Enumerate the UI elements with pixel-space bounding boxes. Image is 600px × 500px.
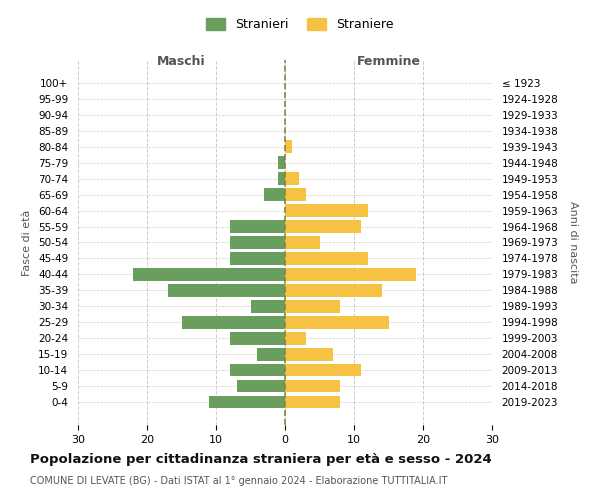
Bar [285, 332, 306, 344]
Bar [278, 172, 285, 185]
Bar [285, 220, 361, 233]
Bar [230, 332, 285, 344]
Bar [230, 220, 285, 233]
Bar [285, 236, 320, 248]
Bar [285, 364, 361, 376]
Text: Popolazione per cittadinanza straniera per età e sesso - 2024: Popolazione per cittadinanza straniera p… [30, 452, 492, 466]
Bar [285, 300, 340, 312]
Text: COMUNE DI LEVATE (BG) - Dati ISTAT al 1° gennaio 2024 - Elaborazione TUTTITALIA.: COMUNE DI LEVATE (BG) - Dati ISTAT al 1°… [30, 476, 448, 486]
Text: Femmine: Femmine [356, 56, 421, 68]
Bar [278, 156, 285, 169]
Bar [257, 348, 285, 360]
Bar [237, 380, 285, 392]
Bar [285, 284, 382, 296]
Bar [285, 188, 306, 201]
Bar [182, 316, 285, 328]
Bar [251, 300, 285, 312]
Bar [285, 252, 368, 264]
Bar [133, 268, 285, 280]
Bar [285, 396, 340, 408]
Bar [265, 188, 285, 201]
Y-axis label: Fasce di età: Fasce di età [22, 210, 32, 276]
Bar [285, 172, 299, 185]
Legend: Stranieri, Straniere: Stranieri, Straniere [200, 11, 400, 38]
Bar [230, 236, 285, 248]
Bar [285, 204, 368, 217]
Bar [285, 316, 389, 328]
Bar [168, 284, 285, 296]
Bar [285, 268, 416, 280]
Text: Maschi: Maschi [157, 56, 206, 68]
Y-axis label: Anni di nascita: Anni di nascita [568, 201, 578, 284]
Bar [285, 140, 292, 153]
Bar [230, 252, 285, 264]
Bar [230, 364, 285, 376]
Bar [285, 380, 340, 392]
Bar [209, 396, 285, 408]
Bar [285, 348, 334, 360]
